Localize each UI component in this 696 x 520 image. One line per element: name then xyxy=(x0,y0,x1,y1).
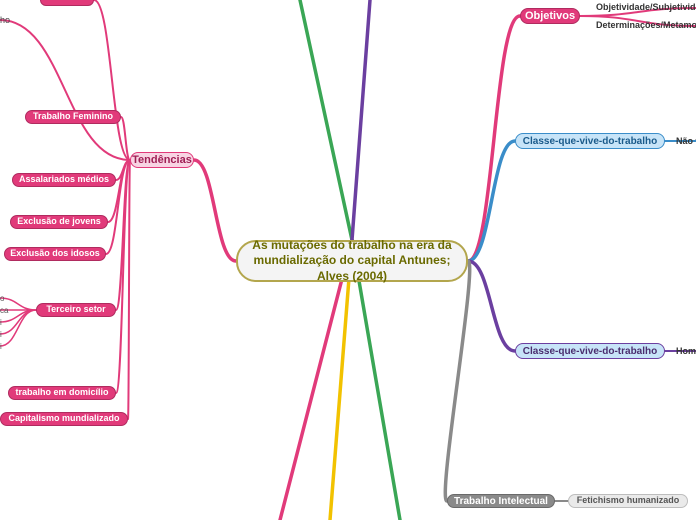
node-tendencias[interactable]: Tendências xyxy=(130,152,194,168)
edge xyxy=(108,160,130,222)
edge xyxy=(0,20,130,160)
node-top_l1[interactable] xyxy=(40,0,94,6)
edge xyxy=(121,117,130,160)
spoke-edge xyxy=(352,0,370,240)
node-objetivos[interactable]: Objetivos xyxy=(520,8,580,24)
node-label: Objetivos xyxy=(525,9,575,23)
label-lbl_obj2: Determinações/Metamorfoses xyxy=(596,20,696,30)
node-label: Exclusão de jovens xyxy=(17,216,101,228)
edge xyxy=(116,160,130,310)
label-lbl_ts1: o xyxy=(0,294,4,303)
edge xyxy=(468,261,515,351)
label-lbl_c1: Não t xyxy=(676,136,696,146)
central-node-label: As mutações do trabalho na era da mundia… xyxy=(248,238,456,285)
node-label: Trabalho Intelectual xyxy=(454,495,548,508)
node-excl_jov[interactable]: Exclusão de jovens xyxy=(10,215,108,229)
edge xyxy=(128,160,130,419)
edge xyxy=(94,0,130,160)
node-label: Tendências xyxy=(132,153,192,167)
central-node[interactable]: As mutações do trabalho na era da mundia… xyxy=(236,240,468,282)
node-label: Classe-que-vive-do-trabalho xyxy=(523,345,657,358)
edge xyxy=(468,16,520,261)
edge xyxy=(0,310,36,346)
spoke-edge xyxy=(300,0,352,240)
node-label: Capitalismo mundializado xyxy=(9,413,120,425)
node-cap_mund[interactable]: Capitalismo mundializado xyxy=(0,412,128,426)
node-classe1[interactable]: Classe-que-vive-do-trabalho xyxy=(515,133,665,149)
node-label: Trabalho Feminino xyxy=(33,111,113,123)
label-lbl_c2: Home xyxy=(676,346,696,356)
node-label: Fetichismo humanizado xyxy=(577,495,680,507)
node-classe2[interactable]: Classe-que-vive-do-trabalho xyxy=(515,343,665,359)
node-trab_fem[interactable]: Trabalho Feminino xyxy=(25,110,121,124)
edge xyxy=(468,141,515,261)
node-excl_ido[interactable]: Exclusão dos idosos xyxy=(4,247,106,261)
node-fetichismo[interactable]: Fetichismo humanizado xyxy=(568,494,688,508)
label-lbl_obj1: Objetividade/Subjetividade xyxy=(596,2,696,12)
label-lbl_ts5: i xyxy=(0,342,2,351)
edge xyxy=(445,261,469,501)
edge xyxy=(116,160,130,393)
label-lbl_ts2: ca xyxy=(0,306,8,315)
mindmap-canvas: As mutações do trabalho na era da mundia… xyxy=(0,0,696,520)
node-label: Terceiro setor xyxy=(46,304,105,316)
edge xyxy=(116,160,130,180)
label-lbl_ts4: i xyxy=(0,330,2,339)
node-trab_dom[interactable]: trabalho em domicílio xyxy=(8,386,116,400)
label-lbl_ts3: i xyxy=(0,318,2,327)
node-label: Exclusão dos idosos xyxy=(10,248,100,260)
node-trab_intel[interactable]: Trabalho Intelectual xyxy=(447,494,555,508)
node-label: Classe-que-vive-do-trabalho xyxy=(523,135,657,148)
node-assal_med[interactable]: Assalariados médios xyxy=(12,173,116,187)
edge xyxy=(194,160,236,261)
node-label: Assalariados médios xyxy=(19,174,109,186)
node-terc_setor[interactable]: Terceiro setor xyxy=(36,303,116,317)
node-label: trabalho em domicílio xyxy=(16,387,109,399)
label-lbl_ho: ho xyxy=(0,15,10,25)
